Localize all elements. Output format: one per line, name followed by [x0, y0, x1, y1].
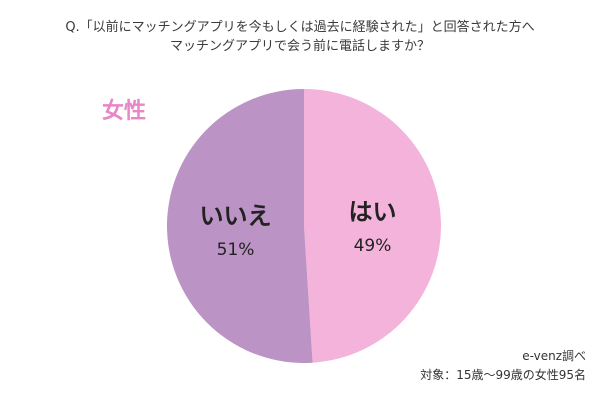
group-label: 女性 — [102, 99, 147, 124]
source-credit: e-venz調べ — [522, 349, 586, 363]
pie-slice-yes — [304, 89, 442, 363]
question-text: Q.「以前にマッチングアプリを今もしくは過去に経験された」と回答された方へ マッ… — [0, 18, 600, 56]
pie-slice-no — [167, 89, 313, 363]
sample-note: 対象：15歳〜99歳の女性95名 — [420, 368, 586, 382]
slice-label-yes: はい — [348, 198, 396, 226]
slice-percent-no: 51% — [217, 240, 255, 260]
slice-percent-yes: 49% — [354, 236, 392, 256]
slice-label-no: いいえ — [200, 202, 272, 230]
question-line-1: Q.「以前にマッチングアプリを今もしくは過去に経験された」と回答された方へ — [65, 20, 535, 35]
question-line-2: マッチングアプリで会う前に電話しますか？ — [169, 39, 430, 54]
